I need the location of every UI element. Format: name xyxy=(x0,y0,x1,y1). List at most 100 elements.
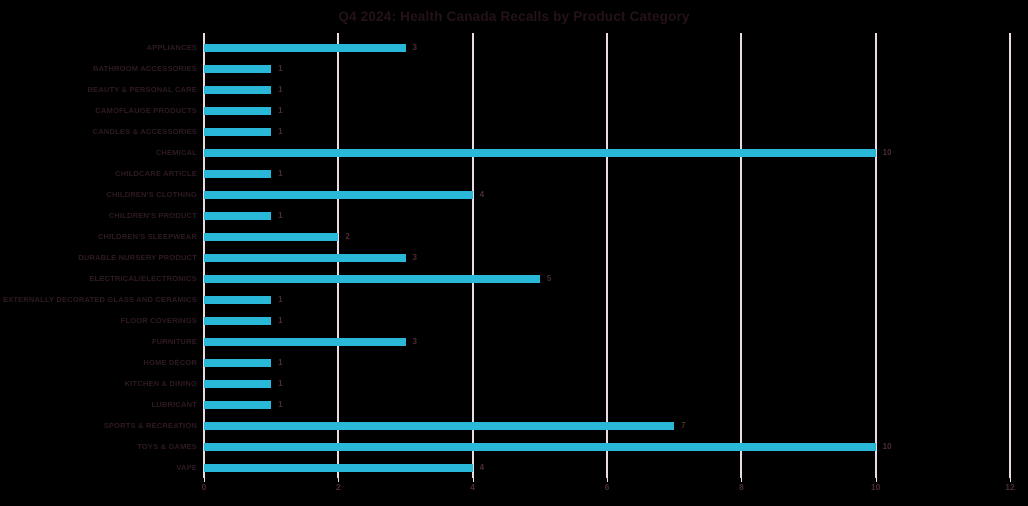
category-label: ELECTRICAL/ELECTRONICS xyxy=(89,274,197,283)
bar xyxy=(204,127,272,136)
value-label: 3 xyxy=(412,337,417,346)
category-label: FLOOR COVERINGS xyxy=(120,316,197,325)
category-label: BATHROOM ACCESSORIES xyxy=(92,64,197,73)
value-label: 1 xyxy=(278,295,283,304)
bar-row: BATHROOM ACCESSORIES 1 xyxy=(0,58,1028,79)
category-label: DURABLE NURSERY PRODUCT xyxy=(78,253,197,262)
value-label: 3 xyxy=(412,253,417,262)
x-tick-label: 8 xyxy=(738,482,744,492)
bar xyxy=(204,211,272,220)
x-axis-tick xyxy=(1010,478,1011,482)
bar-row: CHILDCARE ARTICLE 1 xyxy=(0,163,1028,184)
value-label: 5 xyxy=(546,274,552,283)
bar-row: CHILDREN'S CLOTHING 4 xyxy=(0,184,1028,205)
bar xyxy=(204,400,272,409)
x-tick-label: 6 xyxy=(604,482,610,492)
bar xyxy=(204,463,473,472)
bar xyxy=(204,106,272,115)
category-label: CHILDCARE ARTICLE xyxy=(115,169,197,178)
value-label: 4 xyxy=(479,190,485,199)
bar-row: KITCHEN & DINING 1 xyxy=(0,373,1028,394)
value-label: 10 xyxy=(882,148,892,157)
bar xyxy=(204,85,272,94)
bar-row: LUBRICANT 1 xyxy=(0,394,1028,415)
value-label: 1 xyxy=(278,169,283,178)
bar-row: CHILDREN'S PRODUCT 1 xyxy=(0,205,1028,226)
bar-row: SPORTS & RECREATION 7 xyxy=(0,415,1028,436)
bar xyxy=(204,169,272,178)
x-tick-label: 12 xyxy=(1005,482,1015,492)
bar-row: HOME DÉCOR 1 xyxy=(0,352,1028,373)
category-label: HOME DÉCOR xyxy=(143,358,197,367)
category-label: KITCHEN & DINING xyxy=(124,379,197,388)
gridline xyxy=(1009,33,1011,478)
value-label: 1 xyxy=(278,85,283,94)
value-label: 1 xyxy=(278,127,283,136)
bar xyxy=(204,43,406,52)
bar-rows-layer: APPLIANCES 3 BATHROOM ACCESSORIES 1 BEAUTY &… xyxy=(0,37,1028,478)
bar xyxy=(204,442,876,451)
value-label: 1 xyxy=(278,316,283,325)
bar xyxy=(204,316,272,325)
bar-row: EXTERNALLY DECORATED GLASS AND CERAMICS 1 xyxy=(0,289,1028,310)
category-label: EXTERNALLY DECORATED GLASS AND CERAMICS xyxy=(2,295,197,304)
category-label: CANDLES & ACCESSORIES xyxy=(92,127,197,136)
bar xyxy=(204,421,675,430)
bar xyxy=(204,274,540,283)
value-label: 7 xyxy=(681,421,686,430)
bar xyxy=(204,190,473,199)
category-label: FURNITURE xyxy=(151,337,197,346)
bar xyxy=(204,358,272,367)
x-axis-tick xyxy=(875,478,877,482)
bar xyxy=(204,295,272,304)
bar xyxy=(204,379,272,388)
value-label: 1 xyxy=(278,106,283,115)
value-label: 1 xyxy=(278,400,283,409)
chart-title: Q4 2024: Health Canada Recalls by Produc… xyxy=(338,9,690,24)
bar xyxy=(204,232,339,241)
bar-row: DURABLE NURSERY PRODUCT 3 xyxy=(0,247,1028,268)
x-axis-tick xyxy=(472,478,474,482)
bar-row: CHEMICAL 10 xyxy=(0,142,1028,163)
bar-row: BEAUTY & PERSONAL CARE 1 xyxy=(0,79,1028,100)
value-label: 1 xyxy=(278,358,283,367)
x-axis-tick xyxy=(607,478,608,482)
bar-row: CAMOFLAUGE PRODUCTS 1 xyxy=(0,100,1028,121)
x-tick-label: 0 xyxy=(201,482,207,492)
x-axis-tick xyxy=(338,478,340,482)
bar-row: FURNITURE 3 xyxy=(0,331,1028,352)
gridline xyxy=(471,33,474,478)
bar-row: CANDLES & ACCESSORIES 1 xyxy=(0,121,1028,142)
category-label: APPLIANCES xyxy=(146,43,197,52)
value-label: 1 xyxy=(278,379,283,388)
bar-row: APPLIANCES 3 xyxy=(0,37,1028,58)
bar-row: CHILDREN'S SLEEPWEAR 2 xyxy=(0,226,1028,247)
category-label: BEAUTY & PERSONAL CARE xyxy=(87,85,197,94)
x-axis-tick xyxy=(741,478,743,482)
value-label: 1 xyxy=(278,211,283,220)
category-label: VAPE xyxy=(176,463,197,472)
gridline xyxy=(740,33,743,478)
category-label: CHILDREN'S CLOTHING xyxy=(106,190,197,199)
bar xyxy=(204,64,272,73)
bar-row: TOYS & GAMES 10 xyxy=(0,436,1028,457)
x-axis-tick xyxy=(204,478,205,482)
x-tick-label: 10 xyxy=(870,482,881,492)
category-label: TOYS & GAMES xyxy=(137,442,197,451)
value-label: 3 xyxy=(412,43,417,52)
x-tick-label: 2 xyxy=(335,482,341,492)
category-label: CHILDREN'S SLEEPWEAR xyxy=(97,232,197,241)
bar xyxy=(204,148,876,157)
category-label: LUBRICANT xyxy=(151,400,197,409)
x-tick-label: 4 xyxy=(470,482,476,492)
category-label: CHEMICAL xyxy=(155,148,197,157)
gridline xyxy=(874,33,877,478)
value-label: 10 xyxy=(882,442,892,451)
gridline xyxy=(606,33,608,478)
category-label: CHILDREN'S PRODUCT xyxy=(108,211,197,220)
value-label: 1 xyxy=(278,64,283,73)
value-label: 2 xyxy=(345,232,350,241)
bar xyxy=(204,337,406,346)
value-label: 4 xyxy=(479,463,485,472)
